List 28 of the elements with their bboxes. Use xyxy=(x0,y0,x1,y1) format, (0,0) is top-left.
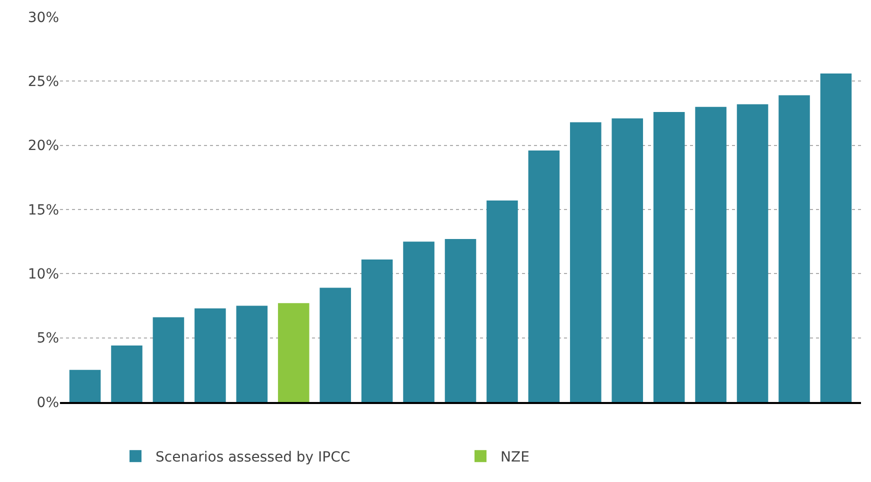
bar xyxy=(320,288,351,402)
y-tick-label: 30% xyxy=(28,10,59,26)
bar xyxy=(486,200,518,402)
bar xyxy=(695,106,726,402)
y-tick-label: 15% xyxy=(28,202,59,218)
bar xyxy=(820,73,852,402)
bar xyxy=(736,104,768,402)
y-tick-label: 5% xyxy=(36,330,59,347)
bar xyxy=(236,306,268,402)
bar xyxy=(778,95,810,402)
bar xyxy=(194,308,226,402)
bar xyxy=(570,122,602,402)
y-tick-label: 10% xyxy=(28,266,59,283)
y-tick-label: 20% xyxy=(28,138,59,154)
bar xyxy=(361,260,393,402)
y-tick-label: 25% xyxy=(28,74,59,90)
bar xyxy=(278,303,310,402)
bar xyxy=(111,346,142,402)
bar xyxy=(403,242,434,402)
bar xyxy=(528,150,560,402)
bar xyxy=(152,317,184,402)
legend-label: Scenarios assessed by IPCC xyxy=(156,450,350,466)
bar xyxy=(444,239,476,402)
bar xyxy=(69,370,101,402)
legend-label: NZE xyxy=(500,450,530,466)
bar xyxy=(653,112,685,402)
bar xyxy=(612,118,644,402)
y-tick-label: 0% xyxy=(36,394,59,411)
